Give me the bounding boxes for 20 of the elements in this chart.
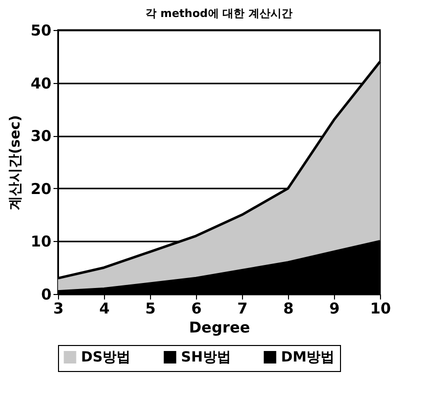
- legend-label: SH방법: [181, 349, 231, 366]
- x-axis-title: Degree: [188, 318, 250, 336]
- y-tick-label: 40: [30, 74, 52, 92]
- legend-label: DS방법: [81, 349, 131, 366]
- y-tick-label: 50: [30, 22, 52, 40]
- x-tick-label: 6: [191, 300, 202, 318]
- x-tick-label: 9: [329, 300, 340, 318]
- y-tick-label: 10: [30, 232, 52, 251]
- y-tick-label: 0: [41, 286, 52, 304]
- x-tick-label: 7: [237, 300, 248, 318]
- x-tick-label: 4: [99, 300, 110, 318]
- y-axis-title: 계산시간(sec): [8, 115, 24, 210]
- chart-title: 각 method에 대한 계산시간: [146, 7, 292, 20]
- x-tick-label: 8: [283, 300, 294, 318]
- x-tick-label: 5: [145, 300, 156, 318]
- legend-label: DM방법: [281, 349, 335, 366]
- x-tick-label: 10: [370, 300, 391, 318]
- x-tick-label: 3: [53, 300, 64, 318]
- y-tick-label: 30: [30, 127, 52, 146]
- y-tick-label: 20: [30, 180, 52, 198]
